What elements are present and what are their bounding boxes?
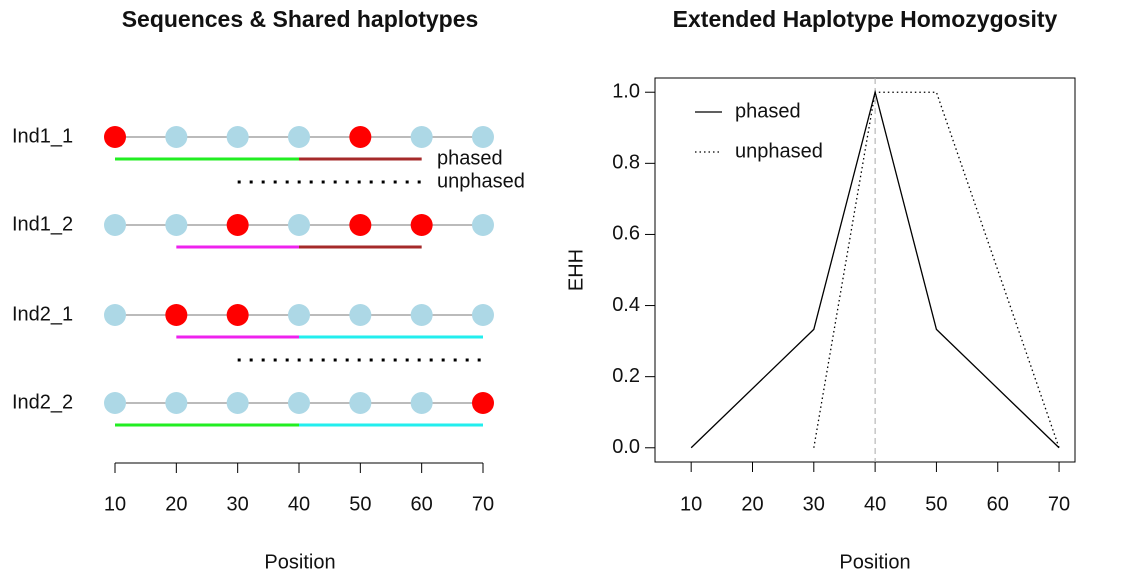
x-tick-label: 70 bbox=[1048, 493, 1070, 515]
allele bbox=[165, 304, 188, 326]
x-tick-label: 50 bbox=[925, 493, 947, 515]
allele bbox=[410, 392, 433, 414]
allele bbox=[410, 126, 433, 148]
legend-label: unphased bbox=[735, 140, 823, 162]
x-axis-label: Position bbox=[839, 551, 910, 573]
x-tick-label: 20 bbox=[165, 493, 187, 515]
allele bbox=[288, 304, 310, 326]
y-tick-label: 0.4 bbox=[612, 294, 640, 316]
allele bbox=[226, 214, 249, 236]
allele bbox=[288, 214, 310, 236]
y-tick-label: 0.0 bbox=[612, 436, 640, 458]
allele bbox=[472, 126, 494, 148]
x-tick-label: 10 bbox=[104, 493, 126, 515]
allele bbox=[104, 392, 126, 414]
legend-label: phased bbox=[437, 147, 503, 169]
allele bbox=[226, 126, 249, 148]
x-tick-label: 30 bbox=[803, 493, 825, 515]
y-tick-label: 0.6 bbox=[612, 223, 640, 245]
allele bbox=[104, 304, 126, 326]
allele bbox=[349, 214, 372, 236]
y-axis-label: EHH bbox=[565, 249, 587, 291]
x-tick-label: 50 bbox=[349, 493, 371, 515]
y-tick-label: 0.8 bbox=[612, 152, 640, 174]
allele bbox=[472, 214, 494, 236]
allele bbox=[165, 126, 188, 148]
x-tick-label: 40 bbox=[288, 493, 310, 515]
x-tick-label: 60 bbox=[411, 493, 433, 515]
allele bbox=[288, 126, 310, 148]
chart-title: Sequences & Shared haplotypes bbox=[122, 6, 479, 32]
x-tick-label: 10 bbox=[680, 493, 702, 515]
allele bbox=[288, 392, 310, 414]
row-label: Ind2_2 bbox=[12, 391, 73, 413]
ehh-line bbox=[813, 91, 1060, 448]
row-label: Ind2_1 bbox=[12, 303, 73, 325]
row-label: Ind1_1 bbox=[12, 125, 73, 147]
x-tick-label: 30 bbox=[227, 493, 249, 515]
allele bbox=[104, 214, 126, 236]
allele bbox=[410, 214, 433, 236]
allele bbox=[226, 392, 249, 414]
allele bbox=[226, 304, 249, 326]
chart-title: Extended Haplotype Homozygosity bbox=[673, 6, 1058, 32]
y-tick-label: 0.2 bbox=[612, 365, 640, 387]
x-tick-label: 70 bbox=[472, 493, 494, 515]
legend-label: unphased bbox=[437, 170, 525, 192]
allele bbox=[165, 214, 188, 236]
allele bbox=[349, 392, 372, 414]
allele bbox=[104, 126, 126, 148]
x-axis-label: Position bbox=[264, 551, 335, 573]
y-tick-label: 1.0 bbox=[612, 81, 640, 103]
x-tick-label: 40 bbox=[864, 493, 886, 515]
row-label: Ind1_2 bbox=[12, 213, 73, 235]
x-tick-label: 20 bbox=[741, 493, 763, 515]
allele bbox=[165, 392, 188, 414]
x-tick-label: 60 bbox=[987, 493, 1009, 515]
legend-label: phased bbox=[735, 100, 801, 122]
allele bbox=[349, 126, 372, 148]
allele bbox=[349, 304, 372, 326]
allele bbox=[472, 304, 494, 326]
allele bbox=[472, 392, 494, 414]
allele bbox=[410, 304, 433, 326]
plot-box bbox=[654, 77, 1076, 463]
